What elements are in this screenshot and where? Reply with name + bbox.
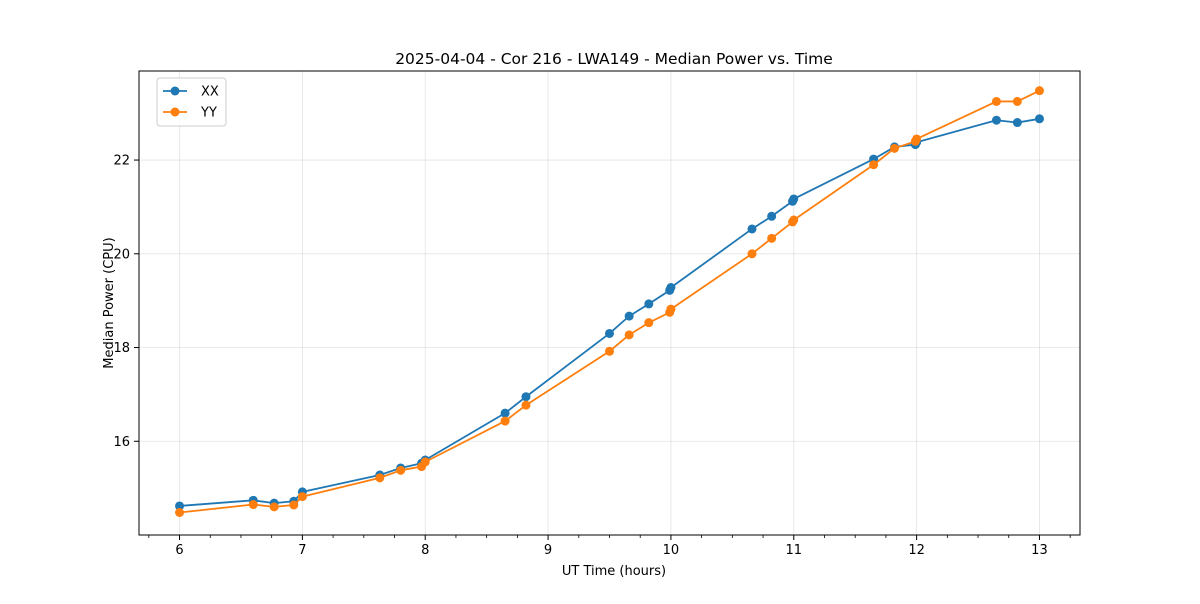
data-point-yy bbox=[624, 330, 634, 340]
legend-marker bbox=[170, 107, 180, 117]
data-point-xx bbox=[747, 224, 757, 234]
series-line-xx bbox=[179, 117, 1040, 507]
data-point-yy bbox=[375, 473, 385, 483]
data-point-xx bbox=[789, 194, 799, 204]
data-point-xx bbox=[991, 115, 1001, 125]
legend-item-yy: YY bbox=[163, 106, 217, 121]
data-point-xx bbox=[521, 392, 531, 402]
data-point-yy bbox=[1012, 96, 1022, 106]
data-point-yy bbox=[666, 304, 676, 314]
x-axis-label: UT Time (hours) bbox=[562, 564, 666, 579]
legend-item-xx: XX bbox=[163, 85, 219, 100]
x-tick-label: 11 bbox=[785, 543, 802, 558]
data-point-yy bbox=[500, 416, 510, 426]
data-point-yy bbox=[747, 249, 757, 259]
series-xx bbox=[175, 114, 1044, 511]
data-point-xx bbox=[500, 408, 510, 418]
grid-lines bbox=[139, 71, 1080, 535]
x-tick-label: 8 bbox=[421, 543, 429, 558]
data-point-yy bbox=[521, 400, 531, 410]
x-tick-label: 12 bbox=[908, 543, 925, 558]
data-point-yy bbox=[644, 318, 654, 328]
data-point-xx bbox=[1012, 118, 1022, 128]
y-tick-label: 22 bbox=[113, 154, 130, 169]
legend-marker bbox=[170, 86, 180, 96]
x-tick-label: 13 bbox=[1031, 543, 1048, 558]
data-point-xx bbox=[767, 211, 777, 221]
legend-label: XX bbox=[201, 85, 219, 100]
data-point-yy bbox=[297, 492, 307, 502]
y-tick-label: 18 bbox=[113, 341, 130, 356]
chart-title: 2025-04-04 - Cor 216 - LWA149 - Median P… bbox=[395, 50, 833, 68]
legend: XX YY bbox=[156, 77, 227, 127]
x-tick-label: 7 bbox=[298, 543, 306, 558]
axis-ticks: 6 7 8 9 10 11 12 13 16 18 20 22 bbox=[113, 154, 1071, 558]
data-point-xx bbox=[1034, 114, 1044, 124]
legend-label: YY bbox=[200, 106, 217, 121]
data-point-yy bbox=[420, 457, 430, 467]
data-point-xx bbox=[175, 501, 185, 511]
data-point-yy bbox=[1034, 86, 1044, 96]
data-point-xx bbox=[605, 328, 614, 338]
x-tick-label: 6 bbox=[175, 543, 183, 558]
data-point-xx bbox=[644, 299, 654, 309]
data-point-yy bbox=[991, 96, 1001, 106]
data-point-yy bbox=[248, 500, 258, 510]
data-point-yy bbox=[869, 160, 879, 170]
x-tick-label: 9 bbox=[544, 543, 552, 558]
data-point-yy bbox=[289, 500, 299, 510]
data-point-xx bbox=[666, 283, 676, 293]
data-point-yy bbox=[396, 465, 406, 475]
data-point-yy bbox=[175, 508, 185, 518]
data-point-yy bbox=[789, 215, 799, 225]
data-point-yy bbox=[767, 233, 777, 243]
data-point-yy bbox=[890, 143, 900, 153]
data-point-yy bbox=[269, 502, 279, 512]
y-tick-label: 16 bbox=[113, 435, 130, 450]
series-yy bbox=[175, 86, 1044, 518]
y-tick-label: 20 bbox=[113, 247, 130, 262]
plot-area-frame bbox=[138, 70, 1081, 536]
x-tick-label: 10 bbox=[663, 543, 680, 558]
data-point-yy bbox=[912, 134, 922, 144]
data-point-xx bbox=[624, 311, 634, 321]
y-axis-label: Median Power (CPU) bbox=[102, 237, 117, 368]
series-layer bbox=[175, 86, 1044, 518]
data-point-yy bbox=[605, 346, 614, 356]
series-line-yy bbox=[179, 89, 1040, 514]
